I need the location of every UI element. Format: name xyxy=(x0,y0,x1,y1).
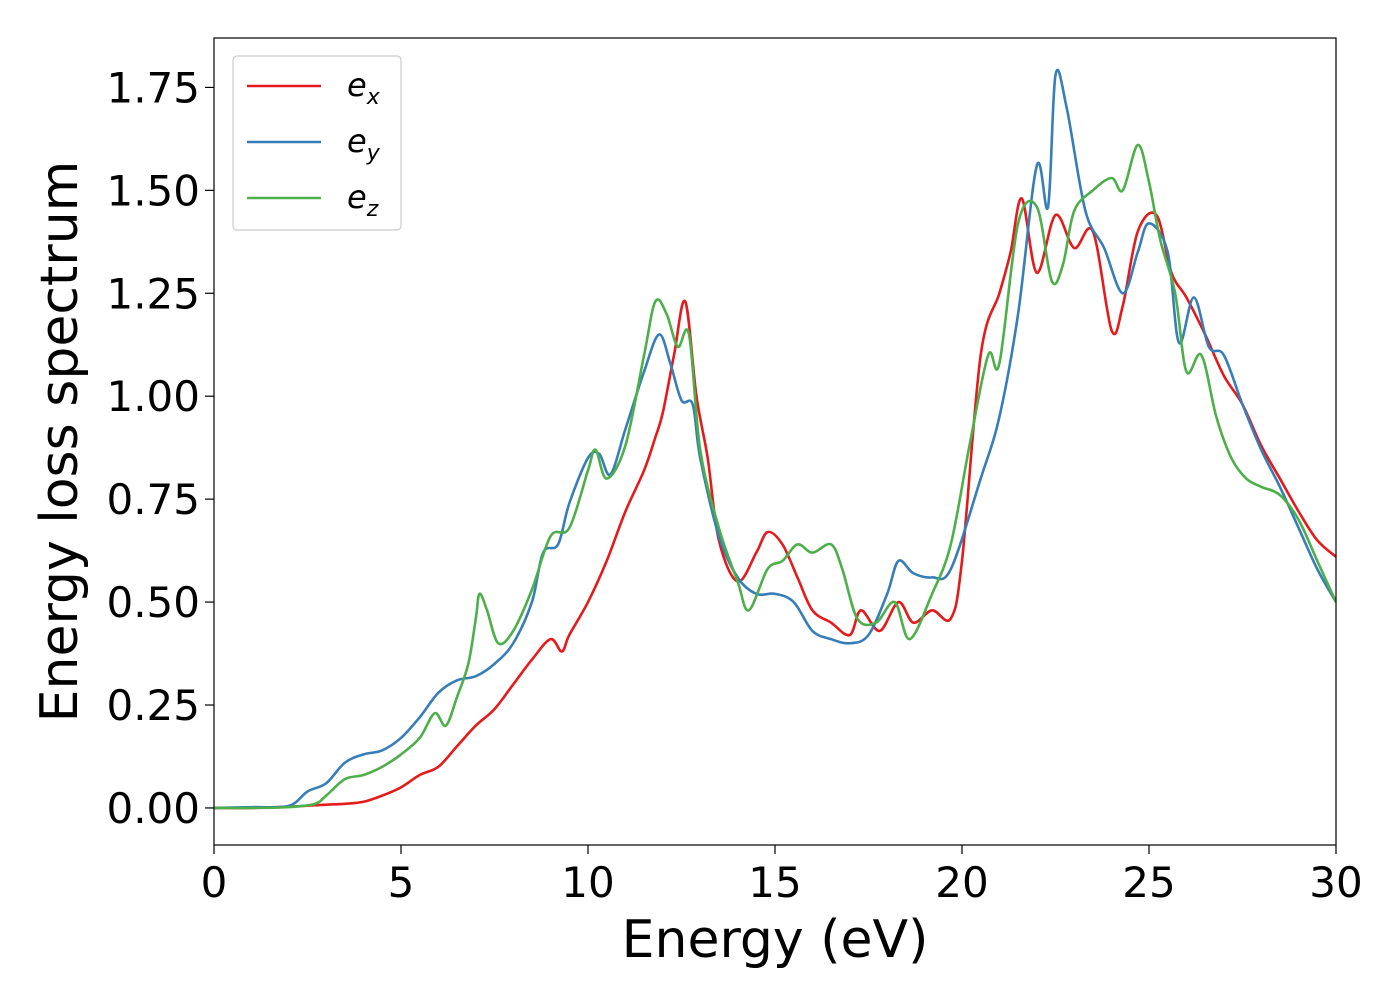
legend: ex ey ez xyxy=(232,55,402,231)
x-tick-label: 30 xyxy=(1309,858,1362,907)
y-tick-label: 0.50 xyxy=(106,578,200,627)
y-tick-label: 1.75 xyxy=(106,63,200,112)
legend-label: ez xyxy=(347,178,379,222)
series-line-e-z xyxy=(214,143,1336,810)
y-tick-label: 0.75 xyxy=(106,475,200,524)
x-tick-label: 5 xyxy=(388,858,415,907)
y-axis: 0.00 0.25 0.50 0.75 1.00 1.25 1.50 1.75 xyxy=(106,63,214,833)
y-tick-label: 0.00 xyxy=(106,784,200,833)
y-tick-label: 1.25 xyxy=(106,269,200,318)
y-axis-title: Energy loss spectrum xyxy=(30,161,90,723)
x-axis: 0 5 10 15 20 25 30 xyxy=(201,845,1363,907)
y-tick-label: 1.00 xyxy=(106,372,200,421)
y-tick-label: 1.50 xyxy=(106,166,200,215)
legend-label: ex xyxy=(347,66,381,110)
x-tick-label: 0 xyxy=(201,858,228,907)
legend-label: ey xyxy=(347,122,381,166)
series-line-e-y xyxy=(214,68,1336,810)
series-line-e-x xyxy=(214,197,1336,810)
x-tick-label: 20 xyxy=(935,858,988,907)
x-tick-label: 10 xyxy=(561,858,614,907)
y-tick-label: 0.25 xyxy=(106,681,200,730)
x-axis-title: Energy (eV) xyxy=(622,910,929,970)
series-layer xyxy=(214,68,1336,810)
x-tick-label: 15 xyxy=(748,858,801,907)
x-tick-label: 25 xyxy=(1122,858,1175,907)
